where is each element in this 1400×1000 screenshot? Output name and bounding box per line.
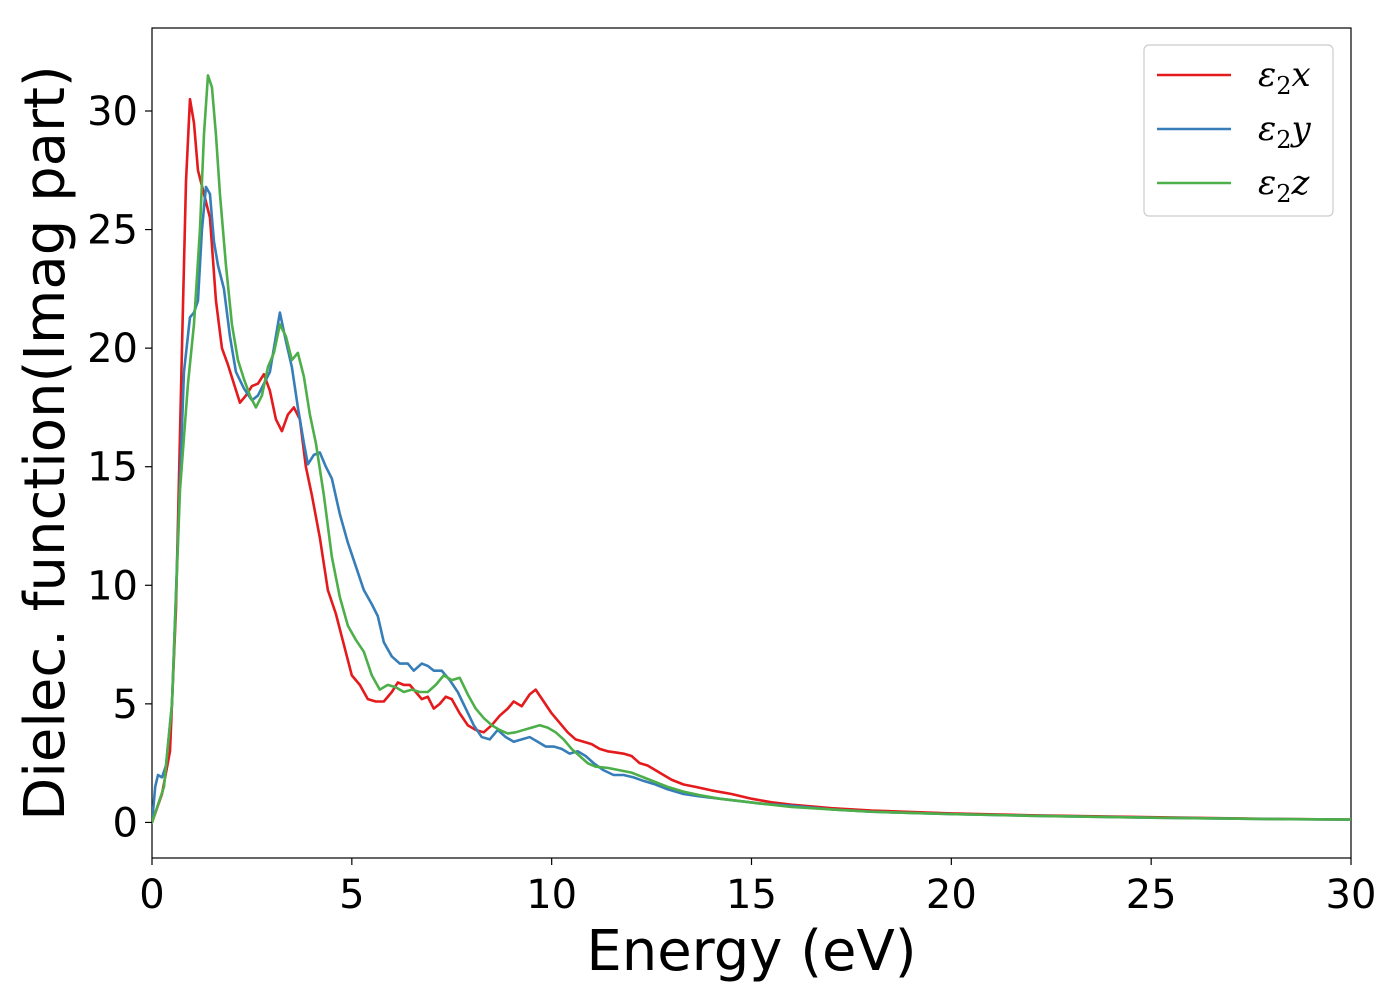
x-tick-label: 20 — [926, 872, 977, 918]
x-axis-ticks: 0 5 10 15 20 25 30 — [139, 858, 1376, 918]
x-tick-label: 30 — [1326, 872, 1377, 918]
y-tick-label: 30 — [87, 89, 138, 135]
legend-label-y: ε2y — [1258, 109, 1312, 154]
y-tick-label: 5 — [113, 682, 138, 728]
legend: ε2x ε2y ε2z — [1143, 44, 1334, 217]
x-tick-label: 0 — [139, 872, 164, 918]
y-tick-label: 15 — [87, 445, 138, 491]
legend-label-z: ε2z — [1258, 163, 1311, 208]
y-tick-label: 10 — [87, 563, 138, 609]
legend-box — [1143, 44, 1334, 217]
series-line-y — [152, 185, 1351, 824]
y-tick-label: 20 — [87, 326, 138, 372]
x-tick-label: 5 — [339, 872, 364, 918]
x-tick-label: 10 — [526, 872, 577, 918]
x-axis-title: Energy (eV) — [586, 919, 916, 984]
y-tick-label: 0 — [113, 800, 138, 846]
legend-items: ε2x ε2y ε2z — [1157, 55, 1312, 208]
series-line-z — [152, 74, 1351, 824]
series-lines — [152, 74, 1351, 824]
x-tick-label: 25 — [1126, 872, 1177, 918]
series-line-x — [152, 97, 1351, 824]
y-axis-ticks: 0 5 10 15 20 25 30 — [87, 89, 152, 846]
y-tick-label: 25 — [87, 208, 138, 254]
y-axis-title: Dielec. function(Imag part) — [13, 65, 78, 821]
x-tick-label: 15 — [726, 872, 777, 918]
legend-label-x: ε2x — [1258, 55, 1311, 100]
